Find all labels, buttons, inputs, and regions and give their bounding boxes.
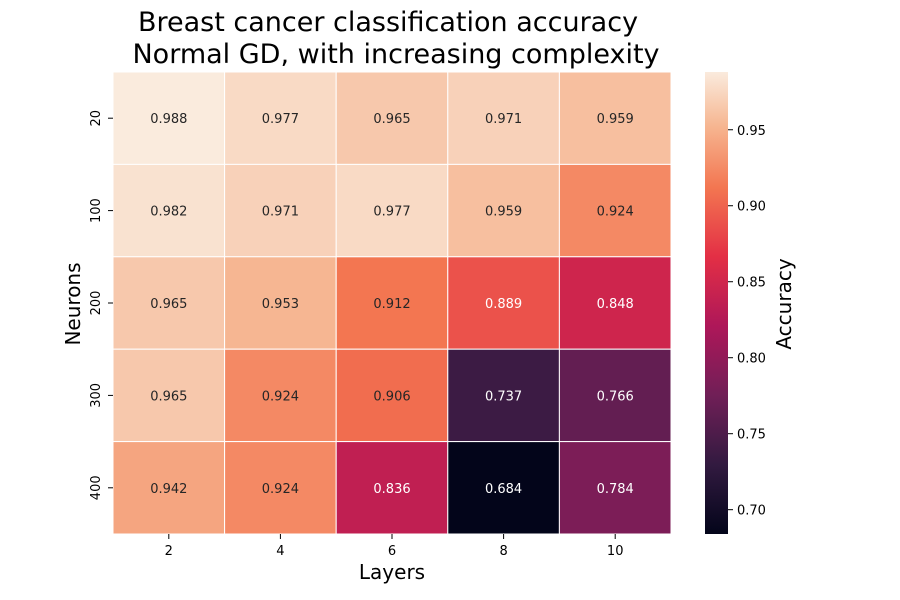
- heatmap-cell: [558, 348, 672, 443]
- cell-value-label: 0.953: [262, 297, 299, 312]
- colorbar-label: Accuracy: [772, 258, 796, 349]
- cell-value-label: 0.959: [597, 112, 634, 127]
- heatmap-cell: [112, 163, 226, 258]
- heatmap-cell: [224, 71, 337, 165]
- colorbar-tick-label: 0.95: [737, 124, 766, 139]
- heatmap-cells: 0.988 0.977 0.965 0.971 0.959 0.982 0.971 0.977…: [112, 71, 672, 535]
- y-axis-ticks: 20 100 200 300 400: [89, 110, 113, 500]
- colorbar-tick-label: 0.85: [737, 276, 766, 291]
- heatmap-cell: [335, 163, 449, 258]
- x-tick-label: 2: [165, 544, 173, 559]
- cell-value-label: 0.924: [262, 389, 299, 404]
- heatmap-cell: [447, 71, 560, 165]
- cell-value-label: 0.965: [150, 389, 187, 404]
- cell-value-label: 0.836: [373, 482, 410, 497]
- heatmap-cell: [335, 441, 449, 535]
- colorbar: [705, 72, 728, 534]
- cell-value-label: 0.784: [597, 482, 634, 497]
- cell-value-label: 0.977: [262, 112, 299, 127]
- x-tick-label: 10: [607, 544, 624, 559]
- chart-title: Breast cancer classification accuracy No…: [132, 7, 659, 70]
- cell-value-label: 0.737: [485, 389, 522, 404]
- cell-value-label: 0.889: [485, 297, 522, 312]
- cell-value-label: 0.924: [597, 205, 634, 220]
- cell-value-label: 0.942: [150, 482, 187, 497]
- heatmap-cell: [335, 256, 449, 350]
- heatmap-cell: [558, 441, 672, 535]
- cell-value-label: 0.965: [150, 297, 187, 312]
- cell-value-label: 0.988: [150, 112, 187, 127]
- x-tick-label: 6: [388, 544, 396, 559]
- cell-value-label: 0.924: [262, 482, 299, 497]
- cell-value-label: 0.971: [262, 205, 299, 220]
- heatmap-cell: [112, 71, 226, 165]
- cell-value-label: 0.848: [597, 297, 634, 312]
- x-tick-label: 8: [499, 544, 507, 559]
- heatmap-cell: [224, 441, 337, 535]
- cell-value-label: 0.977: [373, 205, 410, 220]
- x-tick-label: 4: [276, 544, 284, 559]
- colorbar-tick-label: 0.90: [737, 200, 766, 215]
- cell-value-label: 0.982: [150, 205, 187, 220]
- y-tick-label: 300: [89, 383, 104, 408]
- y-tick-label: 20: [89, 110, 104, 127]
- colorbar-tick-label: 0.75: [737, 428, 766, 443]
- cell-value-label: 0.684: [485, 482, 522, 497]
- y-axis-label: Neurons: [61, 262, 85, 345]
- heatmap-cell: [558, 163, 672, 258]
- colorbar-tick-label: 0.80: [737, 352, 766, 367]
- cell-value-label: 0.959: [485, 205, 522, 220]
- chart-title-line-1: Breast cancer classification accuracy: [138, 7, 638, 38]
- heatmap-cell: [335, 348, 449, 443]
- heatmap-cell: [447, 348, 560, 443]
- heatmap-cell: [558, 71, 672, 165]
- x-axis-ticks: 2 4 6 8 10: [165, 534, 624, 559]
- colorbar-ticks: 0.70 0.75 0.80 0.85 0.90 0.95: [728, 124, 766, 519]
- heatmap-cell: [335, 71, 449, 165]
- cell-value-label: 0.766: [597, 389, 634, 404]
- colorbar-tick-label: 0.70: [737, 504, 766, 519]
- heatmap-cell: [447, 256, 560, 350]
- y-tick-label: 200: [89, 291, 104, 316]
- x-axis-label: Layers: [359, 560, 425, 584]
- cell-value-label: 0.906: [373, 389, 410, 404]
- heatmap-cell: [112, 441, 226, 535]
- heatmap-cell: [558, 256, 672, 350]
- cell-value-label: 0.965: [373, 112, 410, 127]
- chart-title-line-2: Normal GD, with increasing complexity: [132, 39, 659, 70]
- heatmap-cell: [224, 256, 337, 350]
- cell-value-label: 0.971: [485, 112, 522, 127]
- cell-value-label: 0.912: [373, 297, 410, 312]
- heatmap-cell: [224, 348, 337, 443]
- y-tick-label: 400: [89, 475, 104, 500]
- y-tick-label: 100: [89, 198, 104, 223]
